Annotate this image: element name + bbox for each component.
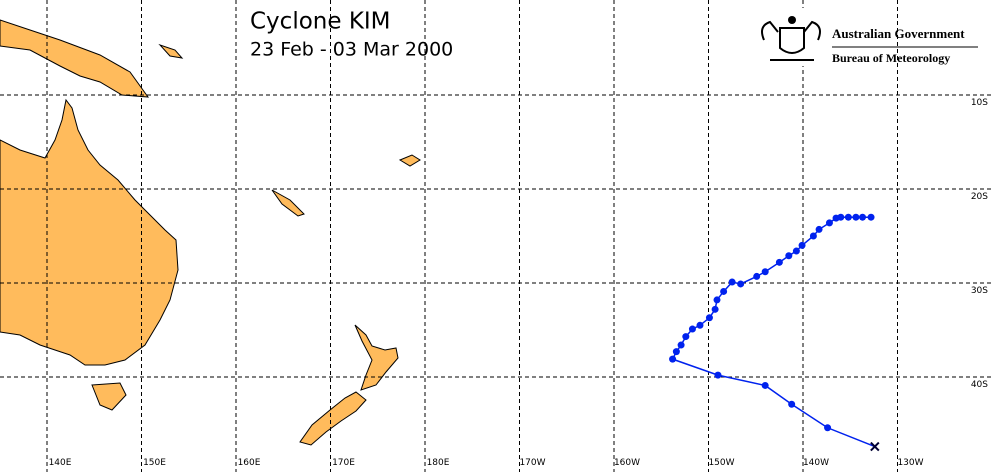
track-point <box>753 272 761 280</box>
track-points <box>669 213 880 452</box>
lon-label: 160W <box>614 458 640 468</box>
track-point <box>825 219 833 227</box>
lon-label: 140W <box>803 458 829 468</box>
track-point <box>705 314 713 322</box>
title: Cyclone KIM <box>250 9 391 35</box>
track-point <box>859 213 867 221</box>
track-point <box>775 258 783 266</box>
track-point <box>737 280 745 288</box>
land <box>0 19 421 446</box>
track-point <box>852 213 860 221</box>
lon-label: 160E <box>238 458 261 468</box>
track-point <box>677 341 685 349</box>
lon-label: 170E <box>332 458 355 468</box>
lat-label: 30S <box>971 286 988 296</box>
agency: Australian Government <box>832 26 965 41</box>
track-point <box>867 213 875 221</box>
tasmania <box>91 382 127 411</box>
track-point <box>688 325 696 333</box>
lat-label: 10S <box>971 98 988 108</box>
track-point <box>682 333 690 341</box>
track-point <box>792 247 800 255</box>
track-point <box>785 252 793 260</box>
crest-supporters <box>761 20 821 41</box>
track-point <box>832 214 840 222</box>
lat-label: 20S <box>971 192 988 202</box>
logo: Australian Government Bureau of Meteorol… <box>756 8 978 66</box>
track-point <box>815 225 823 233</box>
lat-label: 40S <box>971 380 988 390</box>
track-point <box>761 268 769 276</box>
subtitle: 23 Feb - 03 Mar 2000 <box>250 39 453 61</box>
track-point <box>761 381 769 389</box>
crest-star <box>788 16 796 24</box>
lon-label: 150W <box>708 458 734 468</box>
track-end <box>870 441 880 452</box>
track-point <box>809 232 817 240</box>
new-caledonia <box>271 189 305 217</box>
track-point <box>720 287 728 295</box>
new-zealand-south <box>299 391 367 446</box>
track-point <box>696 321 704 329</box>
bureau: Bureau of Meteorology <box>832 51 950 65</box>
solomon-islands <box>158 43 184 59</box>
lon-label: 180E <box>427 458 450 468</box>
track-point <box>788 400 796 408</box>
track-point <box>669 355 677 363</box>
track-point <box>824 424 832 432</box>
lon-label: 170W <box>519 458 545 468</box>
track-point <box>728 278 736 286</box>
track-point <box>713 296 721 304</box>
track-point <box>798 241 806 249</box>
new-zealand-north <box>354 324 399 391</box>
lon-label: 130W <box>897 458 923 468</box>
lon-label: 150E <box>143 458 166 468</box>
lon-label: 140E <box>49 458 72 468</box>
track-point <box>711 305 719 313</box>
track-point <box>714 371 722 379</box>
australia <box>0 98 179 366</box>
track-point <box>844 213 852 221</box>
fiji <box>398 154 421 167</box>
crest-shield <box>779 27 805 54</box>
track-point <box>672 348 680 356</box>
